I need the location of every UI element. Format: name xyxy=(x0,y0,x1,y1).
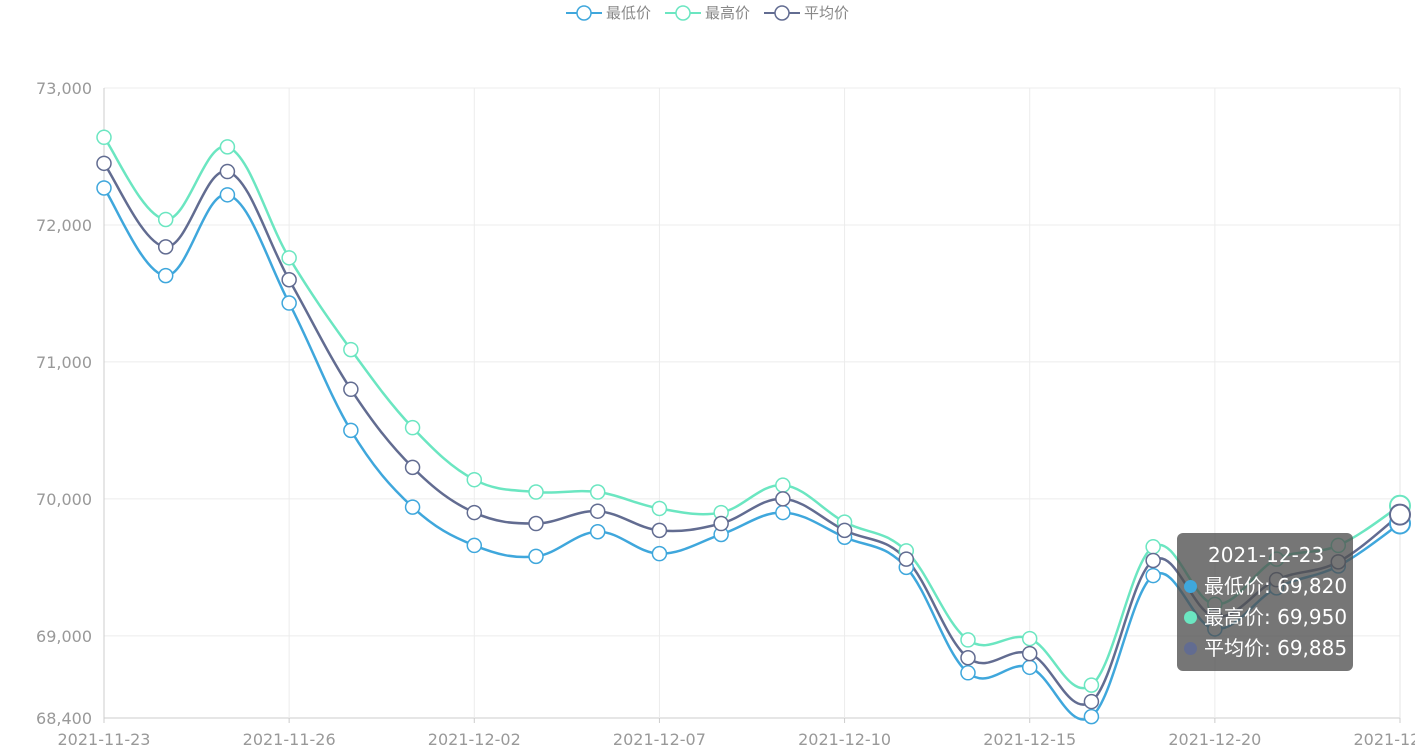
tooltip-date: 2021-12-23 xyxy=(1208,543,1325,567)
data-point xyxy=(528,484,544,500)
data-point xyxy=(404,499,421,515)
data-point xyxy=(281,271,297,288)
data-point xyxy=(651,545,668,562)
tooltip-row-avg: 平均价: 69,885 xyxy=(1177,633,1353,664)
data-point xyxy=(343,341,359,358)
data-point xyxy=(1145,539,1161,555)
data-point xyxy=(528,548,544,565)
legend-min-icon xyxy=(565,4,602,21)
data-point xyxy=(960,649,976,666)
x-tick-label: 2021-12-02 xyxy=(428,730,521,749)
data-point xyxy=(157,211,174,228)
data-point xyxy=(775,504,791,521)
data-point xyxy=(960,632,976,648)
legend-item-avg[interactable]: 平均价 xyxy=(764,2,849,23)
data-point xyxy=(713,515,729,532)
data-point xyxy=(1021,645,1038,662)
tooltip-max-dot xyxy=(1184,611,1197,624)
data-point xyxy=(157,267,174,284)
x-tick-label: 2021-11-26 xyxy=(243,730,336,749)
data-point xyxy=(343,422,359,439)
data-point xyxy=(404,419,421,436)
legend-avg-label: 平均价 xyxy=(804,4,850,22)
y-tick-label: 70,000 xyxy=(36,490,92,509)
x-tick-label: 2021-12-10 xyxy=(798,730,891,749)
data-point xyxy=(836,522,853,539)
tooltip-max-text: 最高价: 69,950 xyxy=(1204,605,1348,629)
legend-item-min[interactable]: 最低价 xyxy=(565,2,651,23)
y-tick-label: 72,000 xyxy=(36,216,92,235)
data-point xyxy=(219,163,236,180)
data-point xyxy=(775,477,791,493)
data-point xyxy=(589,523,606,540)
data-point xyxy=(96,155,112,172)
data-point xyxy=(775,491,791,507)
legend: 最低价 最高价 平均价 xyxy=(0,2,1415,23)
data-point xyxy=(1389,503,1411,526)
data-point xyxy=(466,471,483,488)
tooltip-min-dot xyxy=(1184,580,1197,593)
x-tick-label: 2021-12-07 xyxy=(613,730,706,749)
data-point xyxy=(960,665,976,681)
data-point xyxy=(1083,708,1100,725)
data-point xyxy=(898,551,915,567)
tooltip-row-max: 最高价: 69,950 xyxy=(1177,602,1353,633)
data-point xyxy=(589,484,606,500)
data-point xyxy=(651,522,668,539)
tooltip-min-text: 最低价: 69,820 xyxy=(1204,574,1348,598)
data-point xyxy=(1083,677,1100,693)
data-point xyxy=(343,381,359,398)
data-point xyxy=(1083,693,1100,710)
x-tick-label: 2021-12-23 xyxy=(1354,730,1415,749)
series-line-0 xyxy=(102,187,1401,721)
data-point xyxy=(219,187,236,203)
x-tick-label: 2021-12-20 xyxy=(1168,730,1261,749)
data-point xyxy=(589,503,606,519)
tooltip-avg-dot xyxy=(1184,642,1197,655)
legend-min-label: 最低价 xyxy=(605,4,651,22)
x-tick-label: 2021-12-15 xyxy=(983,730,1076,749)
data-point xyxy=(651,500,668,517)
data-point xyxy=(528,515,544,532)
data-point xyxy=(1145,567,1161,584)
y-tick-label: 68,400 xyxy=(36,709,92,728)
tooltip: 2021-12-23 最低价: 69,820 最高价: 69,950 平均价: … xyxy=(1177,533,1353,671)
legend-max-icon xyxy=(664,4,701,21)
data-point xyxy=(281,295,297,311)
data-point xyxy=(281,250,297,266)
data-point xyxy=(157,239,174,255)
y-tick-label: 69,000 xyxy=(36,627,92,646)
legend-item-max[interactable]: 最高价 xyxy=(664,2,750,23)
y-tick-label: 71,000 xyxy=(36,353,92,372)
data-point xyxy=(466,504,483,521)
data-point xyxy=(404,459,421,476)
y-tick-label: 73,000 xyxy=(36,79,92,98)
legend-max-label: 最高价 xyxy=(704,4,750,22)
data-point xyxy=(1021,659,1038,676)
tooltip-avg-text: 平均价: 69,885 xyxy=(1204,636,1348,660)
tooltip-row-min: 最低价: 69,820 xyxy=(1177,571,1353,602)
data-point xyxy=(96,129,112,146)
x-tick-label: 2021-11-23 xyxy=(58,730,151,749)
data-point xyxy=(219,139,236,155)
legend-avg-icon xyxy=(764,4,800,21)
data-point xyxy=(1145,552,1161,569)
data-point xyxy=(1021,630,1038,647)
data-point xyxy=(466,537,483,554)
data-point xyxy=(96,180,112,196)
